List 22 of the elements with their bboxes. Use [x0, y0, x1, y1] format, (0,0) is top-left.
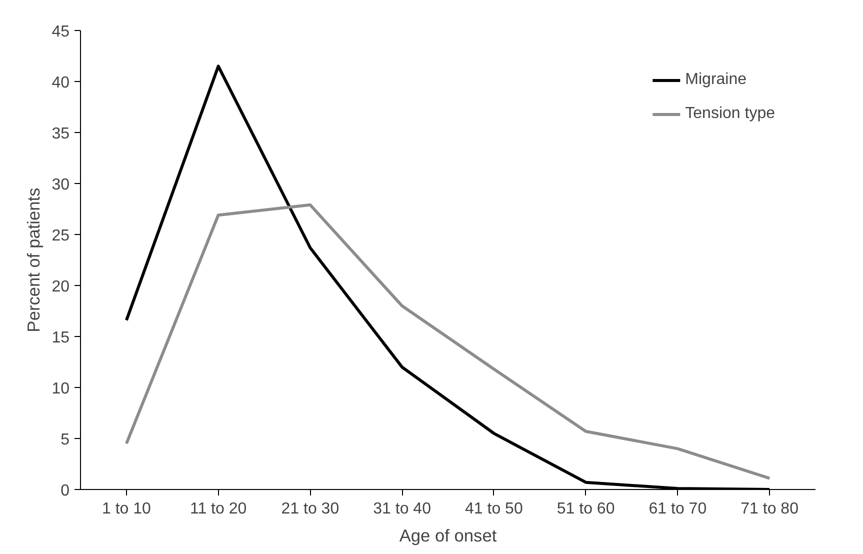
- y-tick-label: 5: [60, 432, 70, 448]
- x-tick-label: 51 to 60: [556, 500, 615, 518]
- y-axis-title: Percent of patients: [24, 187, 44, 332]
- x-tick-label: 61 to 70: [648, 500, 707, 518]
- y-tick-label: 20: [52, 278, 70, 296]
- x-tick-label: 71 to 80: [740, 500, 799, 518]
- x-tick-label: 21 to 30: [281, 500, 340, 518]
- y-tick-label: 45: [52, 24, 70, 40]
- legend-label: Migraine: [685, 71, 747, 89]
- legend-label: Tension type: [685, 105, 775, 123]
- x-tick-label: 41 to 50: [465, 500, 523, 518]
- y-tick-label: 15: [52, 330, 70, 346]
- x-tick-label: 11 to 20: [190, 500, 247, 518]
- y-tick-label: 35: [52, 126, 70, 142]
- y-tick-label: 25: [52, 228, 70, 244]
- x-tick-label: 1 to 10: [102, 500, 152, 518]
- y-tick-label: 0: [60, 482, 70, 500]
- y-tick-label: 30: [52, 176, 70, 194]
- x-tick-label: 31 to 40: [373, 500, 432, 518]
- y-tick-label: 40: [52, 74, 70, 92]
- x-axis-title: Age of onset: [399, 526, 497, 546]
- y-tick-label: 10: [52, 380, 70, 398]
